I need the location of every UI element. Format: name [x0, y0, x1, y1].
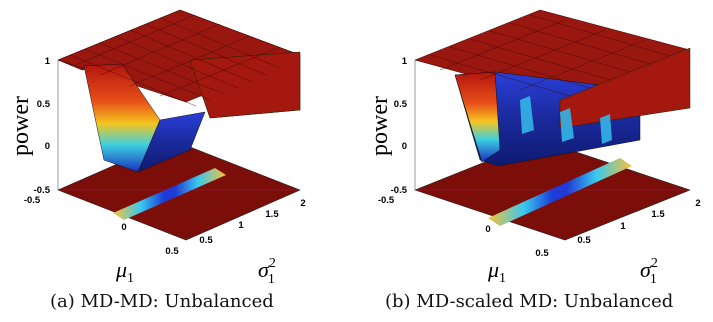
caption-a: (a) MD-MD: Unbalanced — [50, 291, 274, 312]
x-tick-b-2: 0.5 — [535, 248, 549, 259]
z-tick-b-3: -0.5 — [391, 185, 408, 196]
y-tick-b-3: 2 — [695, 198, 700, 209]
plateau-right-a — [189, 51, 301, 119]
plateau-right-b — [559, 47, 691, 129]
z-tick-a-3: -0.5 — [34, 185, 51, 196]
y-tick-a-0: 0.5 — [199, 235, 213, 246]
z-tick-b-2: 0 — [402, 141, 407, 152]
z-tick-a-0: 1 — [45, 56, 51, 67]
z-tick-b-0: 1 — [402, 56, 408, 67]
y-tick-b-1: 1 — [620, 221, 626, 232]
x-tick-b-0: -0.5 — [378, 195, 395, 206]
z-tick-b-1: 0.5 — [394, 99, 408, 110]
y-tick-a-1: 1 — [238, 220, 244, 231]
x-tick-a-2: 0.5 — [165, 246, 179, 257]
heatmap-stripe-b — [488, 158, 632, 226]
dip-wall-right-a — [137, 111, 206, 173]
dip-wall-left-b — [454, 71, 501, 163]
x-tick-a-0: -0.5 — [24, 195, 41, 206]
mesh-b — [429, 14, 671, 97]
caption-b: (b) MD-scaled MD: Unbalanced — [385, 291, 674, 312]
dip-ridges-b — [520, 96, 612, 144]
z-label-b: power — [367, 96, 393, 156]
y-label-a: σ2 1 — [258, 256, 276, 287]
y-label-b: σ2 1 — [640, 256, 658, 287]
heatmap-stripe-a — [113, 168, 226, 220]
panel-b: 1 0.5 0 -0.5 -0.5 0 0.5 0.5 1 1.5 2 powe… — [367, 9, 701, 287]
z-tick-a-1: 0.5 — [37, 99, 51, 110]
x-tick-b-1: 0 — [485, 224, 490, 235]
x-label-a: μ1 — [115, 257, 134, 286]
y-tick-b-2: 1.5 — [651, 209, 665, 220]
mesh-a — [69, 14, 281, 107]
y-tick-a-2: 1.5 — [265, 209, 279, 220]
panel-a: 1 0.5 0 -0.5 -0.5 0 0.5 0.5 1 1.5 2 powe… — [8, 9, 306, 287]
y-tick-a-3: 2 — [300, 198, 305, 209]
z-label-a: power — [8, 96, 34, 156]
x-label-b: μ1 — [487, 257, 506, 286]
x-tick-a-1: 0 — [121, 222, 126, 233]
z-tick-a-2: 0 — [45, 141, 50, 152]
y-tick-b-0: 0.5 — [577, 235, 591, 246]
